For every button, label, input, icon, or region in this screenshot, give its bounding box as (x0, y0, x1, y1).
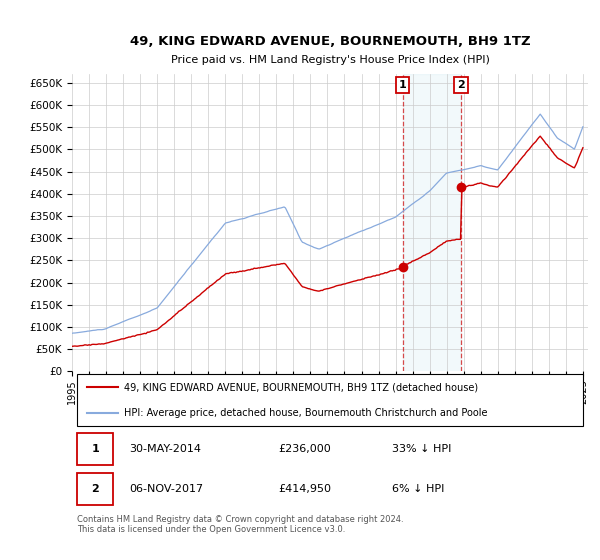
Text: 2: 2 (457, 80, 465, 90)
Text: 2: 2 (91, 484, 99, 494)
Text: 33% ↓ HPI: 33% ↓ HPI (392, 444, 451, 454)
Text: HPI: Average price, detached house, Bournemouth Christchurch and Poole: HPI: Average price, detached house, Bour… (124, 408, 487, 418)
Text: 1: 1 (91, 444, 99, 454)
FancyBboxPatch shape (77, 473, 113, 505)
Text: £236,000: £236,000 (278, 444, 331, 454)
FancyBboxPatch shape (77, 433, 113, 465)
Text: 30-MAY-2014: 30-MAY-2014 (129, 444, 201, 454)
Text: 06-NOV-2017: 06-NOV-2017 (129, 484, 203, 494)
Text: 1: 1 (398, 80, 406, 90)
Text: 6% ↓ HPI: 6% ↓ HPI (392, 484, 444, 494)
Text: 49, KING EDWARD AVENUE, BOURNEMOUTH, BH9 1TZ (detached house): 49, KING EDWARD AVENUE, BOURNEMOUTH, BH9… (124, 382, 478, 393)
Text: Contains HM Land Registry data © Crown copyright and database right 2024.
This d: Contains HM Land Registry data © Crown c… (77, 515, 404, 534)
Text: £414,950: £414,950 (278, 484, 331, 494)
Text: Price paid vs. HM Land Registry's House Price Index (HPI): Price paid vs. HM Land Registry's House … (170, 55, 490, 64)
Bar (403, 74, 461, 371)
Text: 49, KING EDWARD AVENUE, BOURNEMOUTH, BH9 1TZ: 49, KING EDWARD AVENUE, BOURNEMOUTH, BH9… (130, 35, 530, 48)
FancyBboxPatch shape (77, 374, 583, 426)
